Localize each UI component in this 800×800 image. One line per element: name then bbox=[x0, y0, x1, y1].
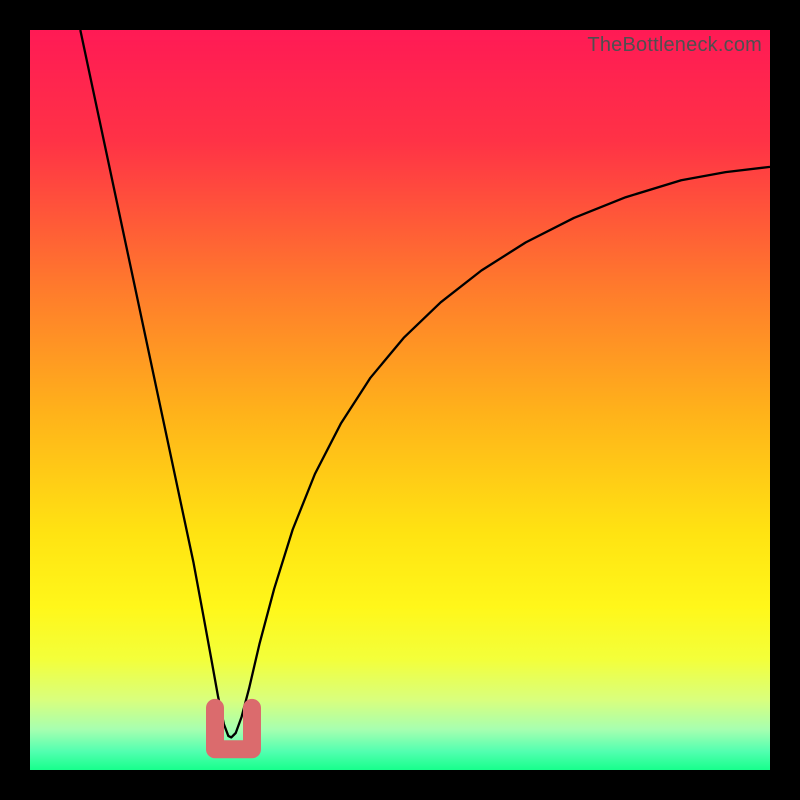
chart-root: TheBottleneck.com bbox=[0, 0, 800, 800]
plot-area: TheBottleneck.com bbox=[30, 30, 770, 770]
watermark-layer: TheBottleneck.com bbox=[30, 30, 770, 770]
watermark-text: TheBottleneck.com bbox=[587, 34, 762, 57]
